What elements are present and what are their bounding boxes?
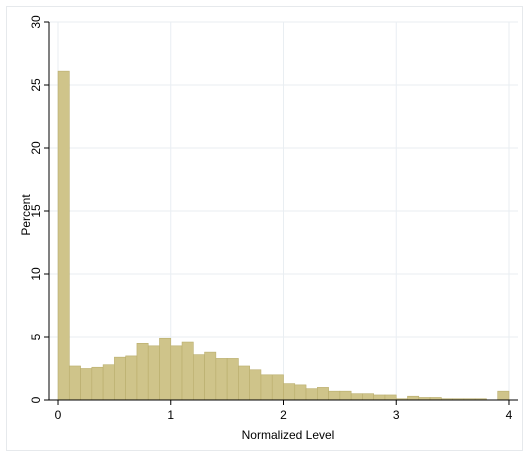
y-tick-label: 15 xyxy=(29,204,43,218)
histogram-bar xyxy=(294,384,307,401)
x-tick-label: 1 xyxy=(167,408,174,422)
y-tick-label: 30 xyxy=(29,15,43,29)
x-axis-label: Normalized Level xyxy=(242,428,335,442)
histogram-bar xyxy=(407,395,420,401)
y-tick-label: 5 xyxy=(29,333,43,340)
x-tick-label: 2 xyxy=(280,408,287,422)
histogram-bar xyxy=(147,345,160,401)
histogram-bar xyxy=(91,366,104,401)
y-tick-label: 10 xyxy=(29,267,43,281)
histogram-bar xyxy=(373,394,386,401)
histogram-bar xyxy=(497,390,510,401)
histogram-bar xyxy=(339,390,352,401)
histogram-bar xyxy=(350,393,363,401)
y-axis-label: Percent xyxy=(19,194,33,236)
x-tick-label: 3 xyxy=(393,408,400,422)
histogram-bar xyxy=(238,365,250,401)
histogram-bar xyxy=(170,345,183,401)
histogram-bar xyxy=(260,374,273,401)
histogram-bar xyxy=(283,383,296,401)
histogram-bar xyxy=(193,354,205,401)
histogram-bar xyxy=(226,358,239,401)
histogram-bar xyxy=(305,388,318,401)
histogram-bar xyxy=(317,387,329,401)
histogram-bar xyxy=(125,355,138,401)
histogram-bar xyxy=(328,390,341,401)
histogram-bar xyxy=(114,356,126,401)
x-tick-label: 0 xyxy=(55,408,62,422)
y-tick-label: 20 xyxy=(29,141,43,155)
histogram-bar xyxy=(204,351,217,401)
x-tick-label: 4 xyxy=(506,408,513,422)
histogram-bar xyxy=(384,394,397,401)
histogram-bar xyxy=(68,365,81,401)
y-tick-label: 25 xyxy=(29,78,43,92)
histogram-bar xyxy=(57,70,70,401)
histogram-bar xyxy=(362,393,374,401)
histogram-bar xyxy=(215,358,228,401)
histogram-bar xyxy=(249,369,262,401)
histogram-bar xyxy=(271,374,284,401)
y-tick-label: 0 xyxy=(29,396,43,403)
axes: 0 5 10 15 20 25 30 0 1 2 3 4 xyxy=(29,15,518,422)
histogram-bar xyxy=(80,368,93,401)
histogram-bar xyxy=(136,342,149,401)
histogram-bar xyxy=(159,337,172,401)
histogram-bar xyxy=(181,341,194,401)
histogram-bar xyxy=(102,364,115,401)
